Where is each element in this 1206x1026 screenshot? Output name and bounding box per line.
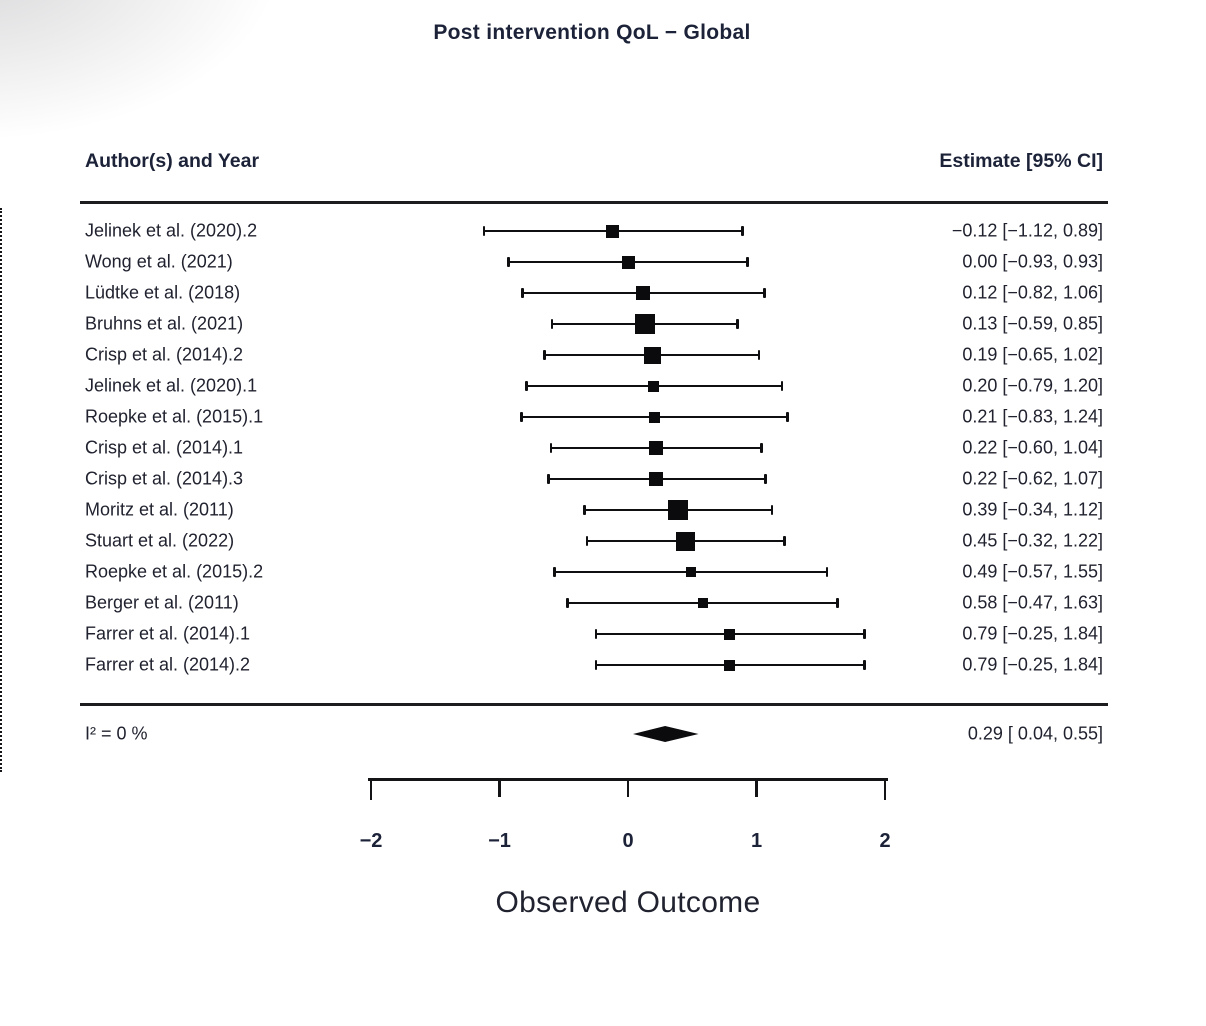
x-axis-tick bbox=[883, 778, 887, 800]
x-axis-tick bbox=[369, 778, 373, 800]
ci-cap-right bbox=[786, 412, 789, 422]
ci-cap-left bbox=[525, 381, 528, 391]
estimate-square bbox=[668, 500, 689, 520]
ci-cap-left bbox=[482, 226, 486, 236]
x-axis-tick bbox=[755, 778, 758, 797]
estimate-square bbox=[634, 314, 655, 334]
estimate-square bbox=[648, 380, 660, 392]
x-axis-tick bbox=[498, 778, 501, 797]
ci-cap-left bbox=[520, 412, 523, 422]
estimate-square bbox=[649, 472, 664, 486]
x-axis-title: Observed Outcome bbox=[495, 886, 761, 919]
ci-cap-left bbox=[594, 660, 598, 670]
ci-cap-left bbox=[547, 474, 550, 484]
column-header-estimates: Estimate [95% CI] bbox=[939, 150, 1103, 172]
study-estimate-label: 0.13 [−0.59, 0.85] bbox=[962, 313, 1103, 334]
study-estimate-label: 0.22 [−0.62, 1.07] bbox=[962, 468, 1103, 489]
study-author-label: Farrer et al. (2014).1 bbox=[85, 623, 251, 644]
study-estimate-label: 0.21 [−0.83, 1.24] bbox=[962, 406, 1103, 427]
estimate-square bbox=[724, 659, 735, 671]
study-estimate-label: 0.79 [−0.25, 1.84] bbox=[962, 654, 1103, 675]
estimate-square bbox=[606, 224, 620, 238]
study-author-label: Crisp et al. (2014).3 bbox=[85, 468, 244, 489]
ci-cap-right bbox=[760, 443, 763, 453]
ci-cap-left bbox=[553, 567, 557, 577]
study-estimate-label: −0.12 [−1.12, 0.89] bbox=[951, 220, 1103, 241]
estimate-square bbox=[685, 567, 696, 577]
ci-cap-left bbox=[521, 288, 524, 298]
study-estimate-label: 0.45 [−0.32, 1.22] bbox=[962, 530, 1103, 551]
study-estimate-label: 0.79 [−0.25, 1.84] bbox=[962, 623, 1103, 644]
ci-cap-left bbox=[585, 536, 589, 546]
ci-cap-right bbox=[746, 257, 749, 267]
study-estimate-label: 0.49 [−0.57, 1.55] bbox=[962, 561, 1103, 582]
summary-rule bbox=[80, 703, 1108, 706]
ci-cap-right bbox=[863, 629, 866, 639]
zero-reference-line bbox=[0, 208, 2, 772]
ci-cap-right bbox=[825, 567, 829, 577]
x-axis-tick bbox=[626, 778, 630, 797]
ci-cap-left bbox=[566, 598, 569, 608]
estimate-square bbox=[636, 286, 651, 300]
estimate-square bbox=[643, 346, 661, 364]
estimate-square bbox=[724, 628, 735, 640]
ci-cap-left bbox=[550, 319, 554, 329]
study-estimate-label: 0.58 [−0.47, 1.63] bbox=[962, 592, 1103, 613]
estimate-square bbox=[697, 598, 708, 608]
study-author-label: Roepke et al. (2015).2 bbox=[85, 561, 264, 582]
ci-cap-right bbox=[780, 381, 784, 391]
header-rule bbox=[80, 201, 1108, 204]
ci-cap-right bbox=[863, 660, 866, 670]
figure-title: Post intervention QoL − Global bbox=[433, 21, 751, 44]
summary-diamond bbox=[633, 726, 699, 742]
ci-cap-right bbox=[741, 226, 744, 236]
study-author-label: Berger et al. (2011) bbox=[85, 592, 239, 613]
x-axis-tick-label: −1 bbox=[488, 830, 511, 852]
study-author-label: Farrer et al. (2014).2 bbox=[85, 654, 251, 675]
ci-cap-left bbox=[594, 629, 598, 639]
ci-cap-right bbox=[783, 536, 787, 546]
x-axis-tick-label: 0 bbox=[622, 830, 634, 852]
ci-cap-right bbox=[762, 288, 766, 298]
ci-cap-left bbox=[507, 257, 510, 267]
ci-cap-left bbox=[543, 350, 546, 360]
study-estimate-label: 0.12 [−0.82, 1.06] bbox=[962, 282, 1103, 303]
summary-heterogeneity-label: I² = 0 % bbox=[85, 723, 148, 744]
estimate-square bbox=[649, 411, 661, 423]
ci-cap-left bbox=[549, 443, 553, 453]
study-author-label: Wong et al. (2021) bbox=[85, 251, 233, 272]
study-author-label: Stuart et al. (2022) bbox=[85, 530, 235, 551]
study-estimate-label: 0.39 [−0.34, 1.12] bbox=[962, 499, 1103, 520]
study-estimate-label: 0.22 [−0.60, 1.04] bbox=[962, 437, 1103, 458]
study-author-label: Roepke et al. (2015).1 bbox=[85, 406, 264, 427]
study-estimate-label: 0.19 [−0.65, 1.02] bbox=[962, 344, 1103, 365]
x-axis-tick-label: −2 bbox=[359, 830, 383, 852]
ci-cap-right bbox=[764, 474, 767, 484]
estimate-square bbox=[649, 441, 664, 455]
ci-cap-left bbox=[583, 505, 586, 515]
estimate-square bbox=[621, 255, 635, 269]
summary-estimate-label: 0.29 [ 0.04, 0.55] bbox=[967, 723, 1103, 744]
column-header-authors: Author(s) and Year bbox=[85, 150, 260, 172]
estimate-square bbox=[676, 531, 696, 551]
study-author-label: Jelinek et al. (2020).1 bbox=[85, 375, 258, 396]
study-author-label: Moritz et al. (2011) bbox=[85, 499, 234, 520]
study-author-label: Crisp et al. (2014).2 bbox=[85, 344, 244, 365]
study-author-label: Crisp et al. (2014).1 bbox=[85, 437, 244, 458]
study-author-label: Lüdtke et al. (2018) bbox=[85, 282, 241, 303]
x-axis-tick-label: 1 bbox=[750, 830, 763, 852]
ci-cap-right bbox=[757, 350, 761, 360]
study-estimate-label: 0.00 [−0.93, 0.93] bbox=[962, 251, 1103, 272]
study-estimate-label: 0.20 [−0.79, 1.20] bbox=[962, 375, 1103, 396]
ci-cap-right bbox=[836, 598, 839, 608]
ci-cap-right bbox=[770, 505, 774, 515]
page-corner-shadow bbox=[0, 0, 520, 320]
x-axis-tick-label: 2 bbox=[879, 830, 891, 852]
study-author-label: Jelinek et al. (2020).2 bbox=[85, 220, 258, 241]
study-author-label: Bruhns et al. (2021) bbox=[85, 313, 244, 334]
ci-cap-right bbox=[735, 319, 739, 329]
